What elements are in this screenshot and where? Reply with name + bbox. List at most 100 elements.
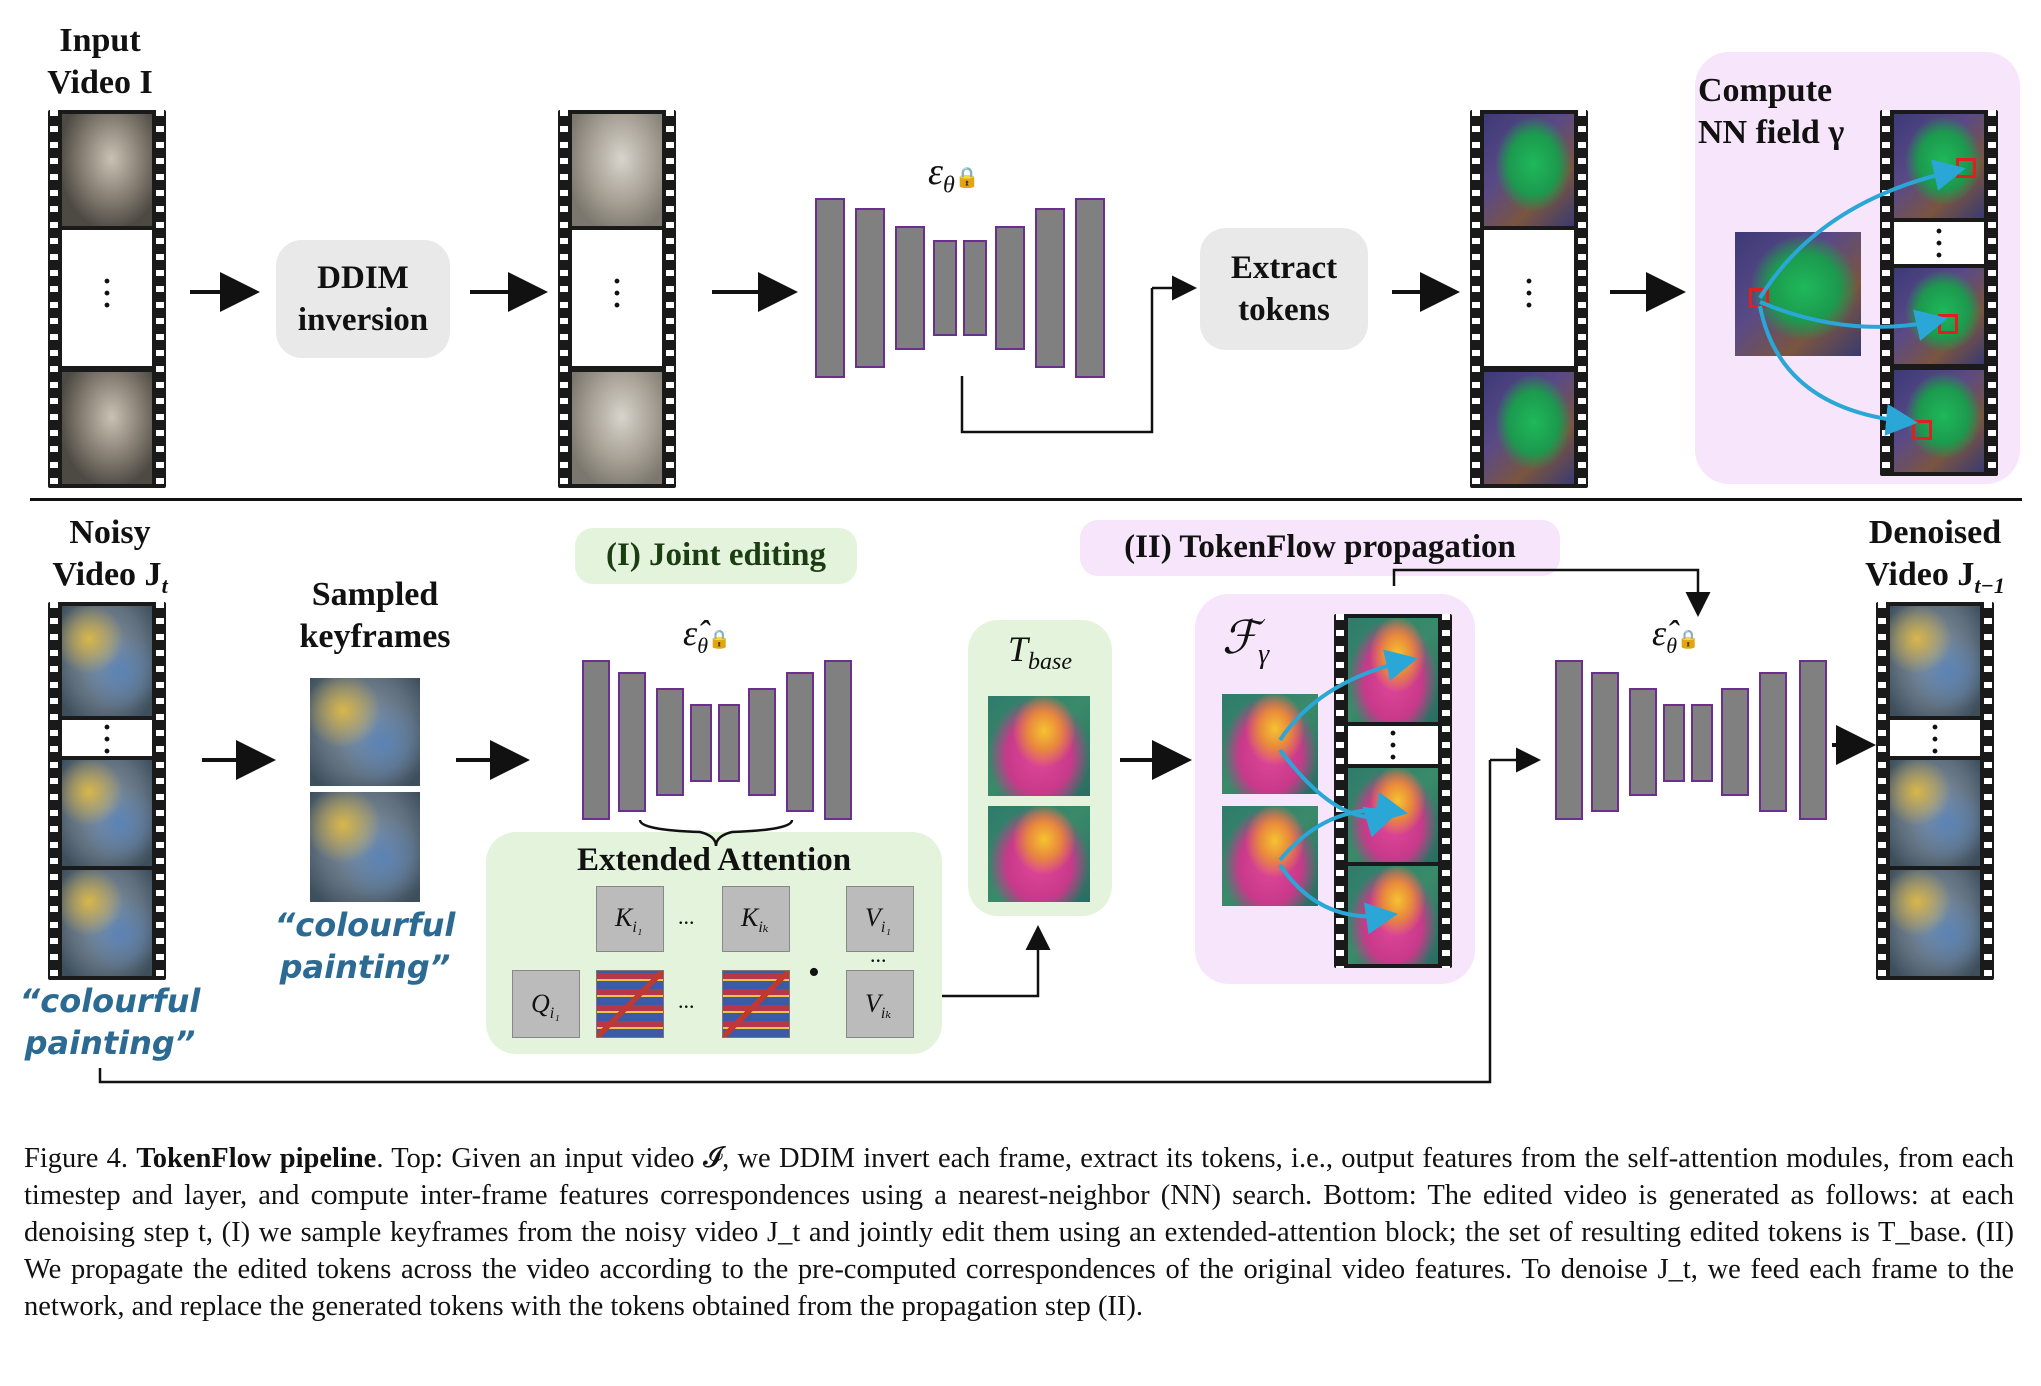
- nn-arrow-3: [1758, 305, 1918, 436]
- denoised-frame-1: [1890, 606, 1980, 716]
- t-base-tile-1: [988, 696, 1090, 796]
- noisy-line1: Noisy: [69, 514, 151, 551]
- input-video-label-text: Video I: [47, 64, 153, 101]
- f-gamma-label: ℱγ: [1222, 610, 1269, 671]
- token-frame-1: [1484, 114, 1574, 226]
- extended-attention-label: Extended Attention: [486, 842, 942, 879]
- lock-icon: 🔒: [1677, 629, 1700, 649]
- denoise-unet-label: ε̂θ🔒: [1652, 612, 1699, 659]
- t-base-t: T: [1007, 629, 1029, 669]
- denoised-frame-3: [1890, 870, 1980, 976]
- token-frame-2: [1484, 372, 1574, 484]
- caption-body: . Top: Given an input video 𝓘, we DDIM i…: [24, 1143, 2014, 1322]
- noisy-video-text: Video J: [52, 556, 162, 593]
- k-ellipsis: ...: [678, 904, 695, 930]
- sampled-line1: Sampled: [311, 576, 439, 613]
- nn-field-line1: Compute: [1698, 72, 1833, 109]
- v-ellipsis: ...: [870, 942, 887, 968]
- input-video-label-line2: Video I: [20, 62, 180, 104]
- extract-line2: tokens: [1238, 292, 1330, 328]
- nn-field-label: Compute NN field γ: [1698, 70, 1898, 154]
- prompt-feedback-line: [98, 760, 1492, 1084]
- vk-text: V: [865, 989, 881, 1018]
- noisy-frame-1: [62, 606, 152, 716]
- input-video-label: Input Video I: [20, 20, 180, 104]
- prompt-text-middle: “colourful painting”: [265, 904, 465, 988]
- prompt-mid-line2: painting”: [279, 948, 451, 986]
- joint-editing-tag: (I) Joint editing: [575, 528, 857, 584]
- f-gamma-sub: γ: [1258, 639, 1270, 671]
- noisy-frame-3: [62, 870, 152, 976]
- q-text: Q: [531, 989, 550, 1018]
- noisy-video-strip: · · ·: [48, 602, 166, 980]
- nn-arrow-2: [1759, 300, 1948, 341]
- v-ellipsis-text: ...: [870, 942, 887, 967]
- figure-caption: Figure 4. TokenFlow pipeline. Top: Given…: [24, 1140, 2014, 1325]
- f-gamma-f: ℱ: [1222, 612, 1259, 663]
- v1-sub: i₁: [880, 919, 891, 937]
- grid-ellipsis: ...: [678, 988, 695, 1014]
- edit-unet-theta: θ: [697, 633, 708, 659]
- dot-operator: •: [808, 954, 820, 992]
- top-unet-eps: ε: [928, 151, 943, 193]
- noisy-video-sub: t: [161, 572, 168, 598]
- kk-sub: iₖ: [758, 919, 769, 937]
- nn-field-line2: NN field γ: [1698, 114, 1845, 151]
- unet-to-extract-line: [960, 288, 1154, 434]
- denoised-frame-gap: · · ·: [1890, 713, 1980, 767]
- f-gamma-gap: · · ·: [1348, 719, 1438, 773]
- top-unet: [815, 150, 1105, 380]
- keyframe-2: [310, 792, 420, 902]
- tokenflow-to-unet-line: [1392, 568, 1711, 617]
- kk-tile: Kiₖ: [722, 886, 790, 952]
- brace: [638, 819, 794, 847]
- attention-map-1: [596, 970, 664, 1038]
- ddim-inversion-box: DDIM inversion: [276, 240, 450, 358]
- nn-target-gap: · · ·: [1894, 217, 1984, 271]
- sampled-keyframes-label: Sampled keyframes: [275, 574, 475, 658]
- sampled-line2: keyframes: [299, 618, 451, 655]
- token-video-strip: · · ·: [1470, 110, 1588, 488]
- inverted-frame-gap: · · ·: [572, 230, 662, 366]
- edit-unet: [582, 620, 852, 820]
- attention-map-k: [722, 970, 790, 1038]
- input-video-strip: · · ·: [48, 110, 166, 488]
- denoise-unet: [1555, 620, 1827, 820]
- keyframe-1: [310, 678, 420, 786]
- input-frame-1: [62, 114, 152, 226]
- fgamma-arrow-4: [1278, 863, 1398, 935]
- v1-text: V: [865, 903, 881, 932]
- v1-tile: Vi₁: [846, 886, 914, 952]
- t-base-label: Tbase: [968, 628, 1112, 676]
- k1-tile: Ki₁: [596, 886, 664, 952]
- k-ellipsis-text: ...: [678, 904, 695, 929]
- fgamma-arrow-1: [1278, 649, 1418, 742]
- denoised-frame-2: [1890, 760, 1980, 866]
- section-divider: [30, 498, 2022, 501]
- caption-title: TokenFlow pipeline: [136, 1143, 377, 1174]
- edit-unet-eps: ε̂: [683, 613, 698, 653]
- edit-unet-label: ε̂θ🔒: [683, 612, 730, 659]
- ddim-line2: inversion: [297, 302, 429, 338]
- denoised-line2: Video Jt−1: [1840, 554, 2030, 607]
- prompt-mid-line1: “colourful: [274, 906, 456, 944]
- noisy-line2: Video Jt: [20, 554, 200, 607]
- lock-icon: 🔒: [954, 167, 980, 189]
- fgamma-arrow-3: [1278, 792, 1408, 862]
- extended-attention-text: Extended Attention: [576, 842, 852, 878]
- token-frame-gap: · · ·: [1484, 230, 1574, 366]
- vk-tile: Viₖ: [846, 970, 914, 1038]
- k1-text: K: [615, 903, 633, 932]
- t-base-tile-2: [988, 806, 1090, 902]
- inverted-frame-1: [572, 114, 662, 226]
- noisy-frame-2: [62, 760, 152, 866]
- dot-operator-text: •: [808, 954, 820, 991]
- prompt-left-line1: “colourful: [19, 982, 201, 1020]
- ddim-line1: DDIM: [317, 260, 409, 296]
- tokenflow-tag-text: (II) TokenFlow propagation: [1124, 529, 1516, 565]
- q-tile: Qi₁: [512, 970, 580, 1038]
- prompt-left-line2: painting”: [24, 1024, 196, 1062]
- nn-arrow-1: [1758, 159, 1966, 300]
- tokenflow-propagation-tag: (II) TokenFlow propagation: [1080, 520, 1560, 576]
- prompt-text-left: “colourful painting”: [10, 980, 210, 1064]
